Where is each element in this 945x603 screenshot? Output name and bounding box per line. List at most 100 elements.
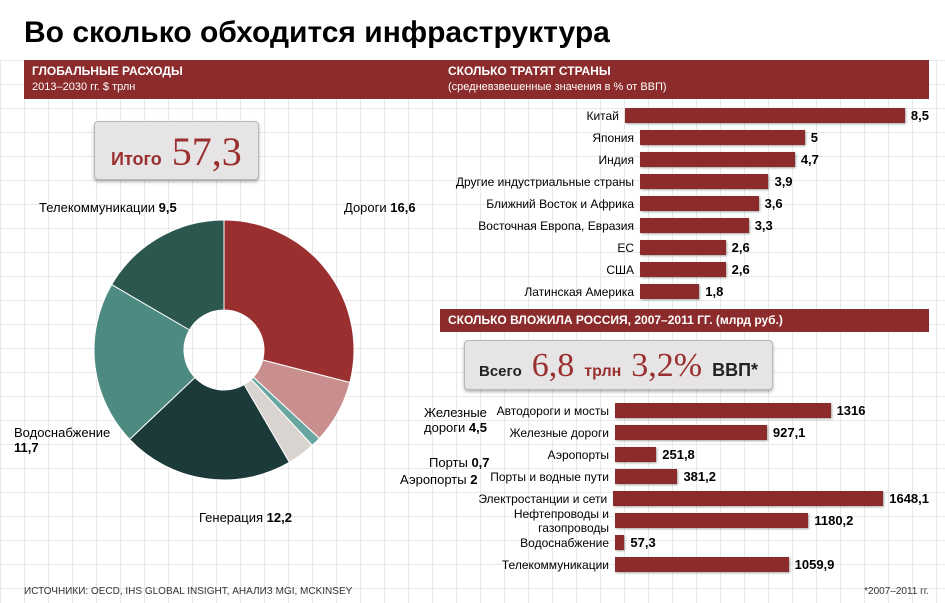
bar-fill — [625, 108, 905, 123]
left-panel: ГЛОБАЛЬНЫЕ РАСХОДЫ 2013–2030 гг. $ трлн … — [0, 60, 440, 570]
bar-fill — [640, 218, 749, 233]
russia-total-val: 6,8 — [532, 347, 575, 385]
bar-value: 3,6 — [765, 196, 783, 211]
total-label: Итого — [111, 149, 162, 170]
bar-value: 1180,2 — [814, 513, 853, 528]
bar-fill — [615, 557, 789, 572]
bar-label: Ближний Восток и Африка — [440, 197, 640, 211]
donut-slice-label: Порты 0,7 — [429, 455, 490, 470]
bar-fill — [640, 284, 699, 299]
bar-fill — [615, 535, 624, 550]
bar-label: Водоснабжение — [440, 536, 615, 550]
bar-label: Китай — [440, 109, 625, 123]
bar-fill — [640, 196, 759, 211]
russia-pct: 3,2% — [631, 347, 702, 385]
bar-row: Восточная Европа, Евразия 3,3 — [440, 215, 929, 237]
bar-row: Железные дороги927,1 — [440, 422, 929, 444]
russia-total-lbl: Всего — [479, 363, 522, 380]
bar-fill — [640, 130, 805, 145]
band-countries-sub: (средневзвешенные значения в % от ВВП) — [448, 81, 667, 93]
bar-fill — [640, 152, 795, 167]
global-total-box: Итого 57,3 — [94, 121, 259, 180]
donut-slice-label: Водоснабжение11,7 — [14, 425, 110, 455]
bar-row: Порты и водные пути381,2 — [440, 466, 929, 488]
bar-label: США — [440, 263, 640, 277]
russia-total-unit: трлн — [584, 363, 621, 381]
bar-label: Нефтепроводы и газопроводы — [440, 507, 615, 535]
bar-value: 1316 — [837, 403, 866, 418]
bar-label: ЕС — [440, 241, 640, 255]
bar-wrap — [615, 447, 656, 462]
bar-value: 1059,9 — [795, 557, 835, 572]
chart-russia: Автодороги и мосты1316Железные дороги927… — [440, 400, 929, 576]
bar-value: 57,3 — [630, 535, 655, 550]
bar-wrap — [625, 108, 905, 123]
bar-row: Аэропорты251,8 — [440, 444, 929, 466]
left-band-title: ГЛОБАЛЬНЫЕ РАСХОДЫ — [32, 64, 183, 78]
band-russia-text: СКОЛЬКО ВЛОЖИЛА РОССИЯ, 2007–2011 ГГ. (м… — [448, 313, 783, 327]
bar-row: Китай 8,5 — [440, 105, 929, 127]
bar-value: 381,2 — [683, 469, 716, 484]
bar-wrap — [640, 262, 726, 277]
bar-wrap — [613, 491, 883, 506]
bar-value: 5 — [811, 130, 818, 145]
bar-value: 251,8 — [662, 447, 695, 462]
left-band-sub: 2013–2030 гг. $ трлн — [32, 81, 135, 93]
bar-fill — [640, 240, 726, 255]
bar-label: Восточная Европа, Евразия — [440, 219, 640, 233]
right-panel: СКОЛЬКО ТРАТЯТ СТРАНЫ (средневзвешенные … — [440, 60, 945, 570]
bar-wrap — [615, 513, 808, 528]
bar-wrap — [640, 218, 749, 233]
bar-wrap — [640, 174, 768, 189]
source-footnote: ИСТОЧНИКИ: OECD, IHS GLOBAL INSIGHT, АНА… — [24, 586, 352, 597]
bar-label: Латинская Америка — [440, 285, 640, 299]
donut-slice — [224, 220, 354, 382]
bar-row: Нефтепроводы и газопроводы 1180,2 — [440, 510, 929, 532]
bar-wrap — [615, 403, 831, 418]
bar-wrap — [640, 152, 795, 167]
bar-row: США 2,6 — [440, 259, 929, 281]
band-countries: СКОЛЬКО ТРАТЯТ СТРАНЫ (средневзвешенные … — [440, 60, 929, 99]
bar-wrap — [615, 469, 677, 484]
bar-row: Телекоммуникации1059,9 — [440, 554, 929, 576]
band-countries-title: СКОЛЬКО ТРАТЯТ СТРАНЫ — [448, 64, 611, 78]
bar-row: Япония 5 — [440, 127, 929, 149]
bar-fill — [615, 513, 808, 528]
bar-label: Электростанции и сети — [440, 492, 613, 506]
bar-wrap — [640, 130, 805, 145]
bar-row: Водоснабжение 57,3 — [440, 532, 929, 554]
bar-value: 8,5 — [911, 108, 929, 123]
donut-slice-label: Железныедороги 4,5 — [424, 405, 487, 435]
band-russia: СКОЛЬКО ВЛОЖИЛА РОССИЯ, 2007–2011 ГГ. (м… — [440, 309, 929, 332]
content: ГЛОБАЛЬНЫЕ РАСХОДЫ 2013–2030 гг. $ трлн … — [0, 60, 945, 570]
bar-wrap — [640, 240, 726, 255]
bar-fill — [613, 491, 883, 506]
bar-fill — [615, 469, 677, 484]
donut-slice-label: Телекоммуникации 9,5 — [39, 200, 177, 215]
bar-value: 2,6 — [732, 240, 750, 255]
bar-value: 3,3 — [755, 218, 773, 233]
donut-slice-label: Аэропорты 2 — [400, 472, 477, 487]
chart-countries: Китай 8,5 Япония 5 Индия4,7Другие индустриал… — [440, 105, 929, 303]
donut-chart: Дороги 16,6Железныедороги 4,5Порты 0,7Аэ… — [84, 210, 364, 490]
bar-fill — [615, 403, 831, 418]
bar-wrap — [615, 425, 767, 440]
years-footnote: *2007–2011 гг. — [864, 586, 929, 597]
bar-value: 3,9 — [774, 174, 792, 189]
bar-value: 927,1 — [773, 425, 806, 440]
bar-row: Латинская Америка 1,8 — [440, 281, 929, 303]
bar-wrap — [640, 196, 759, 211]
bar-row: Автодороги и мосты1316 — [440, 400, 929, 422]
page-title: Во сколько обходится инфраструктура — [0, 0, 945, 60]
total-value: 57,3 — [172, 128, 242, 175]
bar-value: 1,8 — [705, 284, 723, 299]
russia-gdp: ВВП* — [712, 360, 758, 381]
left-band: ГЛОБАЛЬНЫЕ РАСХОДЫ 2013–2030 гг. $ трлн — [24, 60, 440, 99]
bar-row: Индия4,7 — [440, 149, 929, 171]
bar-fill — [615, 425, 767, 440]
bar-value: 2,6 — [732, 262, 750, 277]
bar-row: Другие индустриальные страны3,9 — [440, 171, 929, 193]
bar-fill — [640, 174, 768, 189]
bar-wrap — [615, 535, 624, 550]
bar-label: Япония — [440, 131, 640, 145]
